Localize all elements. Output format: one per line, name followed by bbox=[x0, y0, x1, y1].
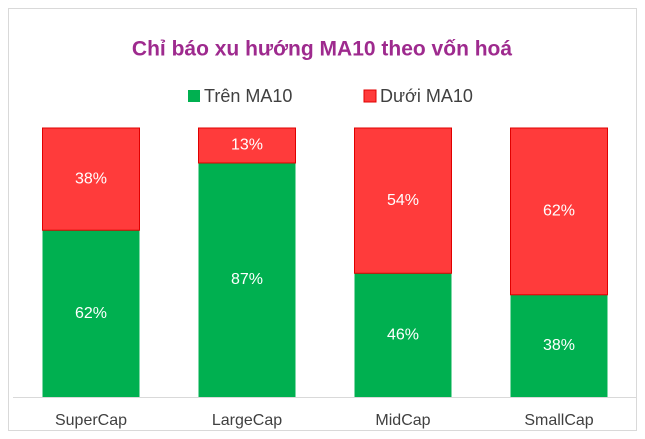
bar-segment bbox=[198, 127, 296, 164]
data-label: 46% bbox=[387, 326, 419, 343]
data-label: 62% bbox=[75, 305, 107, 322]
legend-label: Dưới MA10 bbox=[380, 86, 473, 106]
legend-label: Trên MA10 bbox=[204, 86, 292, 106]
bar-segment bbox=[198, 162, 296, 397]
data-label: 38% bbox=[75, 170, 107, 187]
chart-title: Chỉ báo xu hướng MA10 theo vốn hoá bbox=[132, 38, 512, 61]
data-label: 87% bbox=[231, 271, 263, 288]
x-tick-label: SuperCap bbox=[55, 412, 127, 429]
bar-segment bbox=[510, 127, 608, 296]
legend-swatch bbox=[188, 90, 200, 102]
legend-swatch bbox=[363, 89, 377, 103]
bar-segment bbox=[510, 294, 608, 397]
bar-segment bbox=[42, 230, 140, 397]
data-label: 54% bbox=[387, 192, 419, 209]
data-label: 62% bbox=[543, 203, 575, 220]
data-label: 38% bbox=[543, 337, 575, 354]
bar-segment bbox=[42, 127, 140, 231]
x-tick-label: SmallCap bbox=[524, 412, 593, 429]
x-tick-label: LargeCap bbox=[212, 412, 282, 429]
x-tick-label: MidCap bbox=[375, 412, 430, 429]
bar-segment bbox=[354, 127, 452, 274]
bar-segment bbox=[354, 273, 452, 397]
data-label: 13% bbox=[231, 137, 263, 154]
